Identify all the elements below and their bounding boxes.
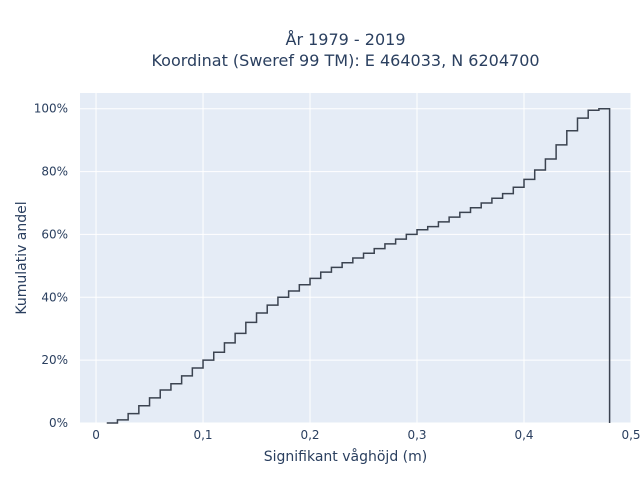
x-tick-label: 0,4: [514, 428, 533, 442]
x-tick-label: 0,5: [621, 428, 640, 442]
y-tick-label: 20%: [41, 353, 68, 367]
x-tick-labels: 0 0,1 0,2 0,3 0,4 0,5: [92, 428, 640, 442]
y-axis-title: Kumulativ andel: [14, 201, 30, 314]
series-group: [106, 107, 611, 424]
y-tick-label: 60%: [41, 227, 68, 241]
x-tick-label: 0,1: [193, 428, 212, 442]
grid-lines: [80, 93, 632, 424]
x-tick-label: 0,2: [300, 428, 319, 442]
x-tick-label: 0: [92, 428, 100, 442]
series-line-0: [106, 107, 611, 424]
x-tick-label: 0,3: [407, 428, 426, 442]
chart-title-line-2: Koordinat (Sweref 99 TM): E 464033, N 62…: [151, 51, 539, 70]
y-tick-label: 100%: [34, 102, 68, 116]
y-tick-label: 0%: [49, 416, 68, 430]
y-tick-label: 40%: [41, 290, 68, 304]
y-tick-label: 80%: [41, 165, 68, 179]
y-tick-labels: 0% 20% 40% 60% 80% 100%: [34, 102, 68, 430]
chart-title-line-1: År 1979 - 2019: [286, 30, 406, 49]
x-axis-title: Signifikant våghöjd (m): [264, 448, 427, 465]
